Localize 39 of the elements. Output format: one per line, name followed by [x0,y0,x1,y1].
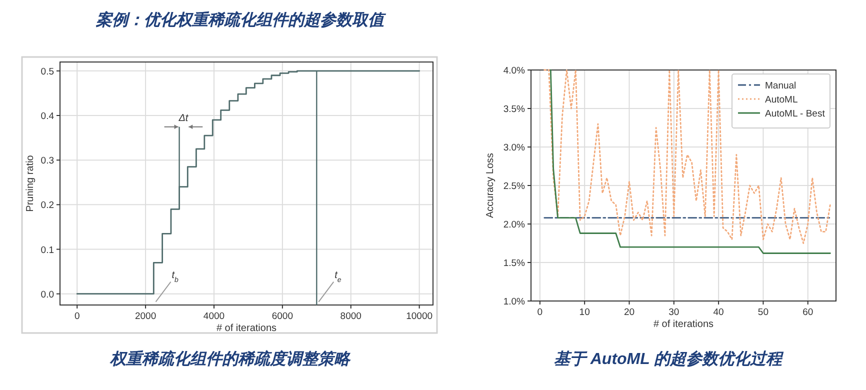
annotation: t$_{b}$ [172,270,179,284]
y-tick-label: 1.5% [503,258,526,269]
y-axis-title: Pruning ratio [25,154,36,212]
y-tick-label: 2.5% [503,181,526,192]
x-tick-label: 8000 [340,311,362,322]
y-tick-label: 0.1 [40,244,54,256]
y-tick-label: 4.0% [503,66,526,76]
legend-label: AutoML - Best [765,108,826,120]
x-tick-label: 6000 [272,311,293,322]
y-tick-label: 3.5% [503,104,526,115]
y-tick-label: 2.0% [503,220,526,230]
y-tick-label: 0.4 [40,111,54,122]
x-axis-title: # of iterations [653,319,714,330]
x-axis-title: # of iterations [216,323,277,334]
y-tick-label: 0.5 [40,66,54,78]
annotation: Δt [178,112,190,124]
legend-label: AutoML [765,94,798,106]
y-tick-label: 1.0% [503,296,526,308]
x-tick-label: 10 [579,307,590,318]
y-axis-title: Accuracy Loss [485,152,496,218]
chart-title: 案例：优化权重稀疏化组件的超参数取值 [95,10,387,29]
x-tick-label: 0 [74,311,80,322]
text: 权重稀疏化组件的稀疏度调整策略 [109,349,352,368]
x-tick-label: 60 [802,307,814,318]
x-tick-label: 40 [713,307,724,318]
annotation: t$_{e}$ [334,270,342,284]
x-tick-label: 30 [668,307,680,318]
y-tick-label: 0.0 [40,289,54,300]
x-tick-label: 2000 [134,311,156,322]
legend-label: Manual [765,80,796,92]
x-tick-label: 4000 [203,311,225,322]
text: 基于 AutoML 的超参数优化过程 [554,350,784,368]
y-tick-label: 0.3 [40,156,54,167]
x-tick-label: 20 [624,307,635,318]
y-tick-label: 3.0% [503,142,526,154]
y-tick-label: 0.2 [40,200,54,212]
x-tick-label: 0 [537,307,543,318]
x-tick-label: 10000 [406,311,433,322]
x-tick-label: 50 [758,307,768,318]
